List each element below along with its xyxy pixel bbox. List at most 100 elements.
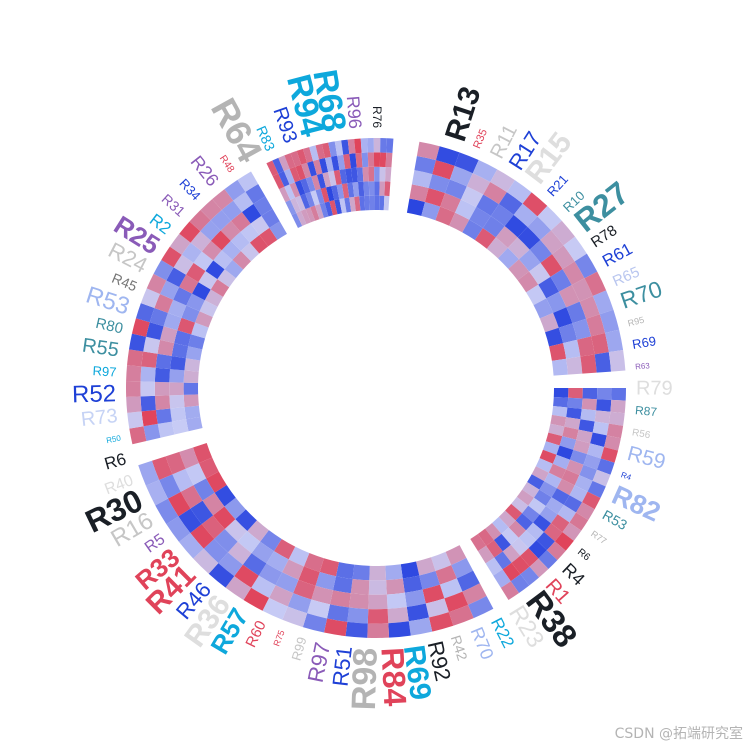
heatmap-cell <box>428 174 450 194</box>
heatmap-cell <box>178 508 202 534</box>
heatmap-cell <box>305 207 316 223</box>
heatmap-cell <box>140 288 160 308</box>
heatmap-cell <box>203 538 228 564</box>
heatmap-cell <box>533 514 552 532</box>
heatmap-cell <box>186 416 203 432</box>
heatmap-cell <box>179 274 199 294</box>
heatmap-cell <box>269 585 294 607</box>
row-label: R6 <box>102 449 128 473</box>
heatmap-cell <box>201 240 222 261</box>
heatmap-cell <box>349 153 357 169</box>
heatmap-cell <box>288 546 310 567</box>
heatmap-cell <box>311 174 321 191</box>
heatmap-cell <box>343 153 351 169</box>
heatmap-cell <box>172 468 194 492</box>
heatmap-cell <box>354 196 361 212</box>
heatmap-cell <box>500 581 520 601</box>
heatmap-cell <box>285 199 297 216</box>
row-label: R51 <box>327 645 356 688</box>
heatmap-cell <box>157 339 175 357</box>
heatmap-cell <box>490 204 514 227</box>
heatmap-cell <box>492 516 509 534</box>
heatmap-cell <box>592 290 614 315</box>
heatmap-cell <box>160 326 178 344</box>
heatmap-cell <box>341 183 350 199</box>
heatmap-cell <box>178 533 204 559</box>
heatmap-cell <box>161 246 182 268</box>
heatmap-cell <box>517 226 541 250</box>
row-label: R42 <box>448 633 471 663</box>
heatmap-cell <box>367 623 390 638</box>
heatmap-cell <box>576 429 593 444</box>
heatmap-cell <box>185 346 203 361</box>
heatmap-cell <box>155 498 179 525</box>
heatmap-cell <box>224 497 246 520</box>
heatmap-cell <box>324 201 333 217</box>
heatmap-cell <box>518 249 541 272</box>
heatmap-cell <box>170 356 186 371</box>
heatmap-cell <box>528 540 547 559</box>
heatmap-cell <box>230 231 250 252</box>
heatmap-cell <box>183 370 199 384</box>
heatmap-cell <box>556 478 575 496</box>
heatmap-cell <box>205 260 225 280</box>
heatmap-cell <box>414 155 436 175</box>
heatmap-cell <box>140 366 156 382</box>
heatmap-cell <box>153 259 174 281</box>
heatmap-cell <box>561 469 580 486</box>
heatmap-cell <box>224 259 244 279</box>
heatmap-cell <box>566 407 582 420</box>
heatmap-cell <box>448 604 474 626</box>
heatmap-cell <box>170 407 187 422</box>
heatmap-cell <box>483 181 507 205</box>
heatmap-cell <box>579 464 597 481</box>
heatmap-cell <box>154 294 174 313</box>
row-label: R73 <box>80 405 119 431</box>
heatmap-cell <box>566 301 587 324</box>
heatmap-cell <box>154 367 171 383</box>
row-label: R50 <box>106 433 123 445</box>
heatmap-cell <box>141 409 158 427</box>
heatmap-cell <box>572 318 592 340</box>
heatmap-cell <box>140 395 156 412</box>
heatmap-cell <box>580 354 597 374</box>
heatmap-cell <box>224 179 246 201</box>
heatmap-cell <box>234 564 259 588</box>
heatmap-cell <box>424 188 446 207</box>
heatmap-cell <box>328 170 337 187</box>
heatmap-cell <box>334 199 343 215</box>
heatmap-cell <box>305 176 316 192</box>
heatmap-cell <box>330 590 351 608</box>
heatmap-cell <box>454 152 479 174</box>
heatmap-cell <box>301 162 312 179</box>
heatmap-cell <box>374 166 380 182</box>
heatmap-cell <box>193 548 219 574</box>
heatmap-cell <box>379 181 386 196</box>
heatmap-cell <box>258 563 283 586</box>
heatmap-cell <box>293 579 316 600</box>
heatmap-cell <box>544 472 562 489</box>
row-label: R95 <box>627 315 645 329</box>
heatmap-cell <box>349 593 369 610</box>
heatmap-cell <box>352 564 370 581</box>
heatmap-cell <box>610 399 626 414</box>
heatmap-cell <box>563 339 581 359</box>
heatmap-cell <box>533 489 552 507</box>
heatmap-cell <box>374 181 380 196</box>
heatmap-cell <box>435 565 457 585</box>
heatmap-cell <box>513 203 538 227</box>
heatmap-cell <box>341 139 350 155</box>
heatmap-cell <box>347 138 356 154</box>
heatmap-cell <box>494 551 512 570</box>
heatmap-cell <box>189 209 211 232</box>
heatmap-cell <box>159 474 181 499</box>
heatmap-cell <box>474 228 496 249</box>
heatmap-cell <box>582 491 601 510</box>
heatmap-cell <box>507 237 530 260</box>
heatmap-cell <box>445 179 467 200</box>
heatmap-cell <box>550 269 572 292</box>
heatmap-cell <box>515 513 534 531</box>
heatmap-cell <box>518 530 537 549</box>
heatmap-cell <box>260 530 282 552</box>
heatmap-cell <box>262 597 288 620</box>
